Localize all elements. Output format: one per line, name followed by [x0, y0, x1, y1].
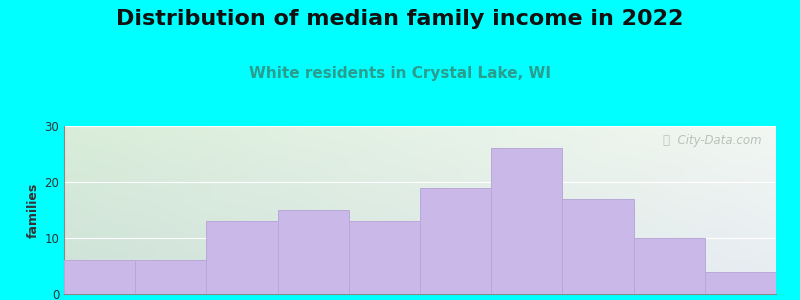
Bar	[562, 199, 634, 294]
Text: Distribution of median family income in 2022: Distribution of median family income in …	[116, 9, 684, 29]
Bar	[634, 238, 705, 294]
Bar	[420, 188, 491, 294]
Bar	[491, 148, 562, 294]
Bar	[349, 221, 420, 294]
Y-axis label: families: families	[27, 182, 40, 238]
Text: White residents in Crystal Lake, WI: White residents in Crystal Lake, WI	[249, 66, 551, 81]
Text: ⓘ  City-Data.com: ⓘ City-Data.com	[663, 134, 762, 147]
Bar	[64, 260, 135, 294]
Bar	[206, 221, 278, 294]
Bar	[135, 260, 206, 294]
Bar	[705, 272, 776, 294]
Bar	[278, 210, 349, 294]
